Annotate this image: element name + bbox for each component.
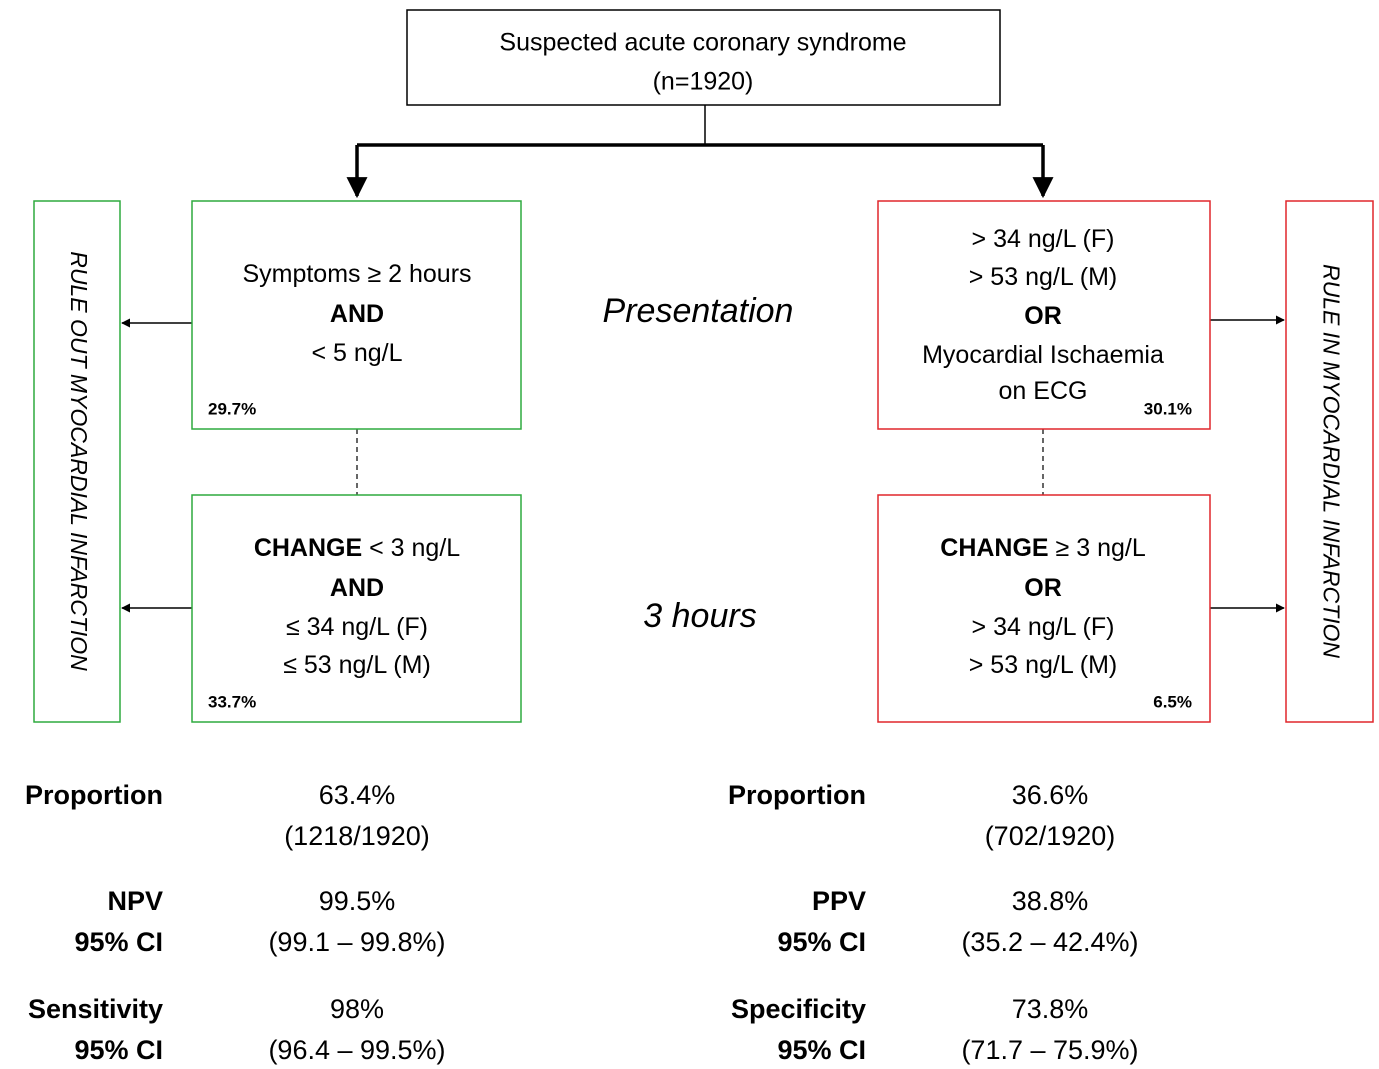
criteria-text: ≤ 34 ng/L (F) (286, 613, 428, 641)
stat-value: (99.1 – 99.8%) (268, 927, 445, 957)
criteria-text: on ECG (999, 377, 1088, 405)
criteria-line: > 53 ng/L (M) (969, 263, 1117, 291)
stat-label: Proportion (25, 780, 163, 810)
stat-label: 95% CI (74, 1035, 163, 1065)
stat-value: 73.8% (1012, 994, 1089, 1024)
criteria-text: > 53 ng/L (M) (969, 651, 1117, 679)
stat-value: (96.4 – 99.5%) (268, 1035, 445, 1065)
side-box (1285, 200, 1374, 723)
criteria-text: Symptoms ≥ 2 hours (242, 260, 471, 288)
criteria-text: ≥ 3 ng/L (1049, 534, 1146, 562)
criteria-line: AND (330, 574, 384, 602)
panels: RULE OUT MYOCARDIAL INFARCTION Symptoms ≥… (25, 200, 1374, 1065)
stat-label: 95% CI (74, 927, 163, 957)
criteria-line: ≤ 53 ng/L (M) (283, 651, 431, 679)
criteria-line: on ECG (999, 377, 1088, 405)
stat-value: (71.7 – 75.9%) (961, 1035, 1138, 1065)
criteria-line: AND (330, 300, 384, 328)
criteria-text: > 53 ng/L (M) (969, 263, 1117, 291)
criteria-line: ≤ 34 ng/L (F) (286, 613, 428, 641)
stage-label: 3 hours (643, 597, 756, 635)
side-box (33, 200, 121, 723)
stat-label: Sensitivity (28, 994, 163, 1024)
percent: 33.7% (208, 692, 256, 711)
criteria-text: Myocardial Ischaemia (922, 341, 1164, 369)
top-title: Suspected acute coronary syndrome (499, 29, 906, 57)
side-label: RULE IN MYOCARDIAL INFARCTION (1318, 264, 1344, 658)
criteria-bold: AND (330, 574, 384, 602)
criteria-bold: OR (1024, 574, 1062, 602)
criteria-text: < 3 ng/L (362, 534, 460, 562)
criteria-bold: CHANGE (254, 534, 362, 562)
stat-value: 36.6% (1012, 780, 1089, 810)
criteria-box (877, 494, 1211, 723)
percent: 29.7% (208, 399, 256, 418)
criteria-text: < 5 ng/L (311, 339, 402, 367)
criteria-line: CHANGE ≥ 3 ng/L (940, 534, 1146, 562)
criteria-line: Myocardial Ischaemia (922, 341, 1164, 369)
criteria-text: > 34 ng/L (F) (972, 225, 1115, 253)
criteria-bold: CHANGE (940, 534, 1048, 562)
criteria-bold: AND (330, 300, 384, 328)
stat-label: PPV (812, 886, 866, 916)
criteria-line: > 34 ng/L (F) (972, 613, 1115, 641)
stat-value: 99.5% (319, 886, 396, 916)
stat-label: Specificity (731, 994, 866, 1024)
criteria-text: ≤ 53 ng/L (M) (283, 651, 431, 679)
stat-value: (1218/1920) (284, 821, 430, 851)
stat-label: NPV (107, 886, 163, 916)
side-label: RULE OUT MYOCARDIAL INFARCTION (66, 251, 92, 671)
stage-label: Presentation (603, 292, 794, 330)
stat-value: 38.8% (1012, 886, 1089, 916)
percent: 6.5% (1153, 692, 1192, 711)
criteria-box (191, 494, 522, 723)
criteria-line: Symptoms ≥ 2 hours (242, 260, 471, 288)
criteria-line: > 53 ng/L (M) (969, 651, 1117, 679)
stat-value: (35.2 – 42.4%) (961, 927, 1138, 957)
stat-value: (702/1920) (985, 821, 1116, 851)
criteria-line: < 5 ng/L (311, 339, 402, 367)
criteria-bold: OR (1024, 302, 1062, 330)
stat-label: 95% CI (777, 1035, 866, 1065)
top-box (406, 9, 1001, 106)
criteria-box (877, 200, 1211, 430)
stat-label: 95% CI (777, 927, 866, 957)
top-count: (n=1920) (653, 68, 754, 96)
stat-value: 98% (330, 994, 384, 1024)
criteria-line: OR (1024, 574, 1062, 602)
stat-value: 63.4% (319, 780, 396, 810)
stat-label: Proportion (728, 780, 866, 810)
criteria-line: CHANGE < 3 ng/L (254, 534, 460, 562)
criteria-box (191, 200, 522, 430)
percent: 30.1% (1144, 399, 1192, 418)
criteria-line: > 34 ng/L (F) (972, 225, 1115, 253)
criteria-text: > 34 ng/L (F) (972, 613, 1115, 641)
criteria-line: OR (1024, 302, 1062, 330)
